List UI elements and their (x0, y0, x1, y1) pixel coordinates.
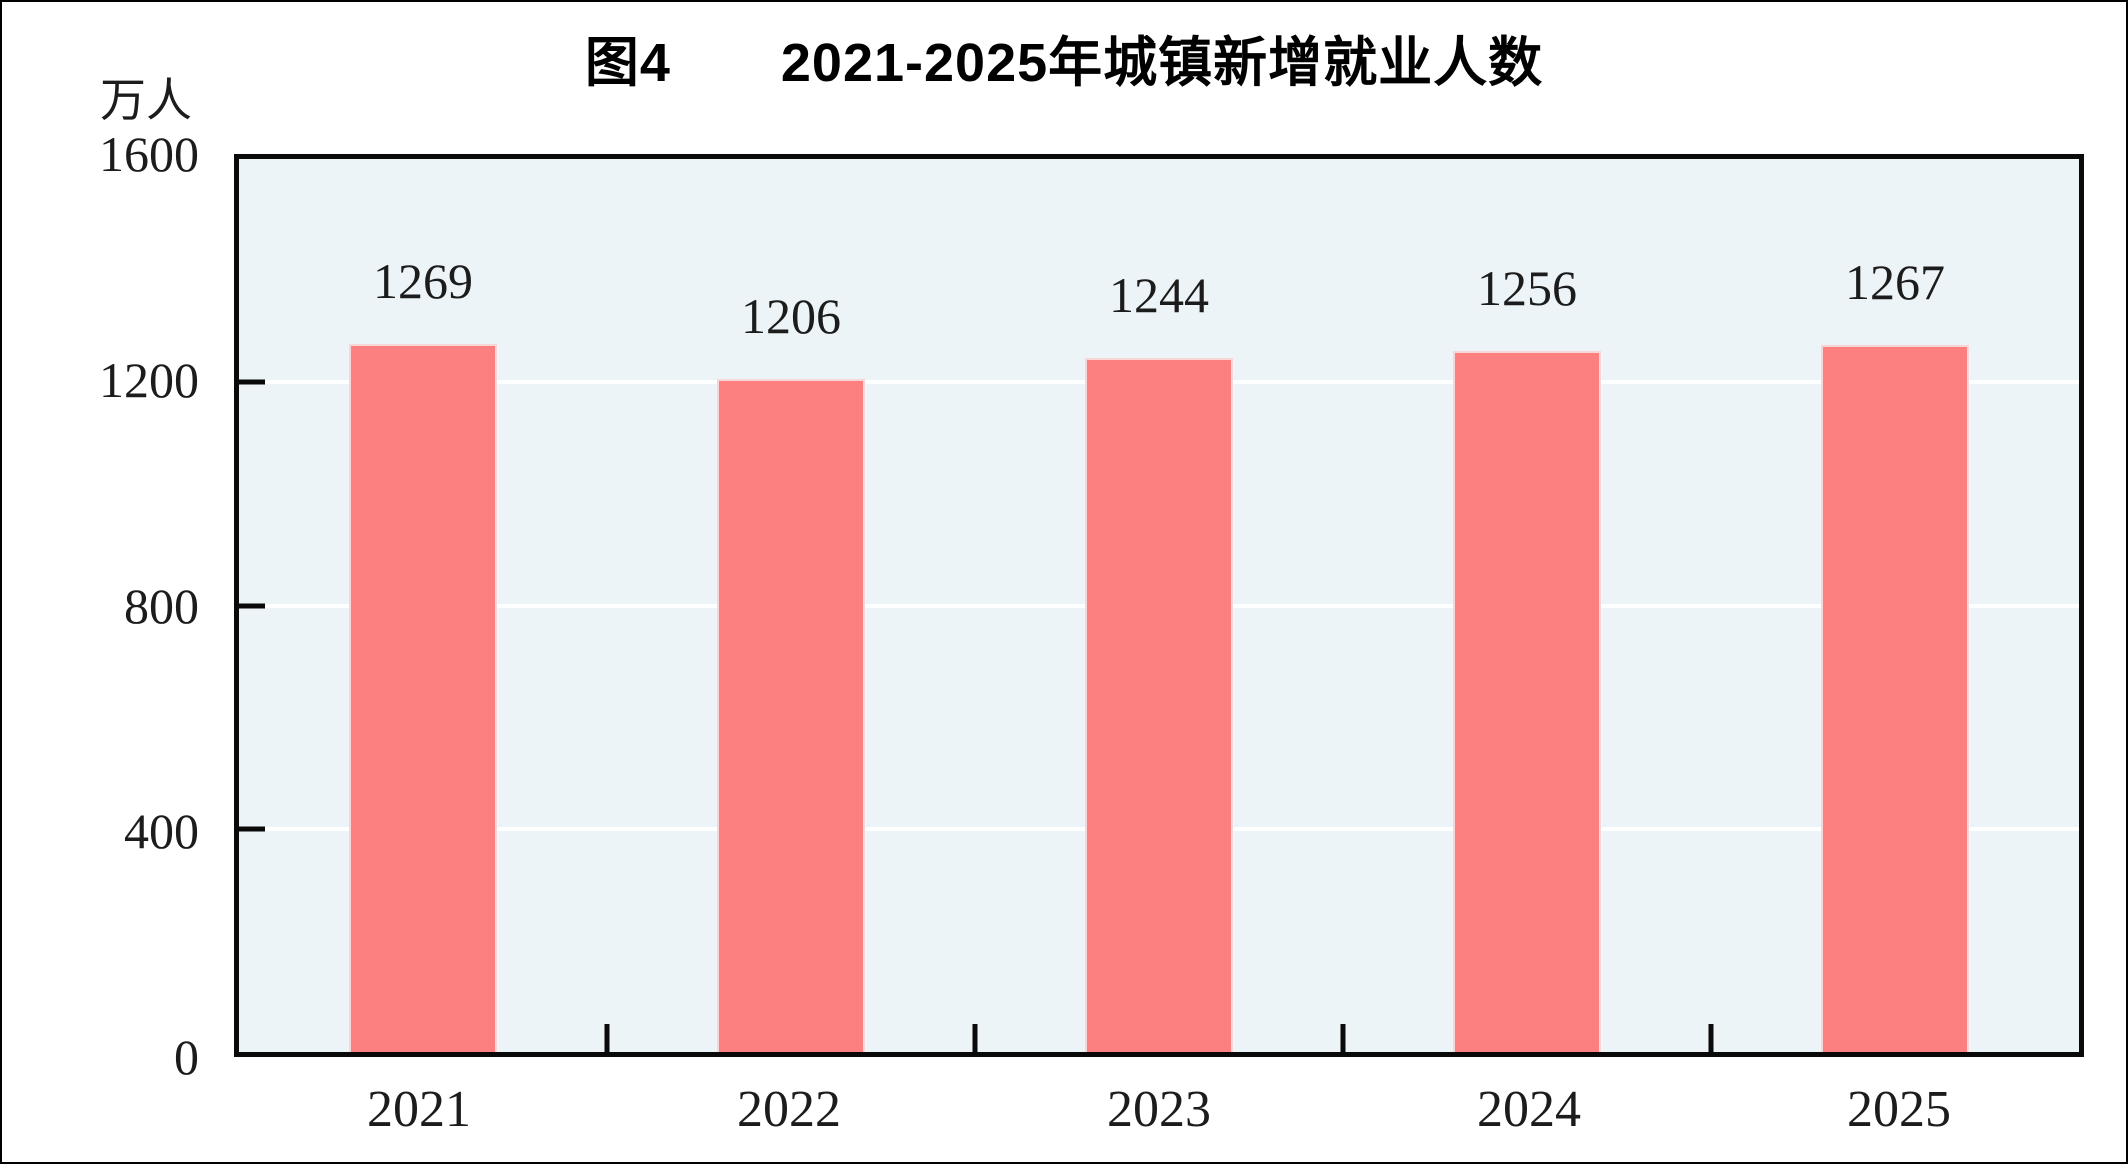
y-axis-labels: 0 400 800 1200 1600 (42, 129, 199, 1082)
y-tick-label: 1200 (99, 351, 199, 408)
y-tick-mark (239, 379, 265, 385)
y-tick-label: 800 (124, 577, 199, 634)
y-tick-mark (239, 826, 265, 832)
x-tick-mark (972, 1024, 978, 1052)
y-tick-mark (239, 603, 265, 608)
bar (349, 343, 497, 1052)
x-tick-label: 2024 (1477, 1081, 1581, 1138)
bar-value-label: 1269 (373, 252, 473, 309)
y-axis-unit-label: 万人 (100, 75, 192, 126)
plot-inner: 1269 1206 1244 1256 1267 (239, 159, 2079, 1052)
bar (717, 378, 865, 1052)
bar (1453, 351, 1601, 1052)
bar-value-label: 1206 (741, 287, 841, 344)
bar (1821, 344, 1969, 1052)
x-tick-mark (1708, 1024, 1714, 1052)
bar-slot: 1267 (1711, 159, 2079, 1052)
x-tick-mark (604, 1024, 610, 1052)
x-axis-labels: 2021 2022 2023 2024 2025 (234, 1080, 2084, 1150)
bar-slot: 1244 (975, 159, 1343, 1052)
bar-slot: 1206 (607, 159, 975, 1052)
x-tick-label: 2025 (1847, 1081, 1951, 1138)
y-tick-label: 0 (174, 1029, 199, 1085)
y-tick-label: 400 (124, 803, 199, 860)
plot-area: 1269 1206 1244 1256 1267 (234, 154, 2084, 1057)
bar-slot: 1269 (239, 159, 607, 1052)
x-tick-label: 2022 (737, 1081, 841, 1138)
bar-value-label: 1267 (1845, 253, 1945, 310)
y-tick-label: 1600 (99, 126, 199, 182)
bar (1085, 357, 1233, 1052)
x-tick-mark (1340, 1024, 1346, 1052)
bar-value-label: 1256 (1477, 260, 1577, 316)
bar-value-label: 1244 (1109, 266, 1209, 323)
x-tick-label: 2023 (1107, 1081, 1211, 1138)
chart-title: 图4 2021-2025年城镇新增就业人数 (584, 33, 1544, 93)
x-tick-label: 2021 (367, 1081, 471, 1138)
bar-slot: 1256 (1343, 159, 1711, 1052)
